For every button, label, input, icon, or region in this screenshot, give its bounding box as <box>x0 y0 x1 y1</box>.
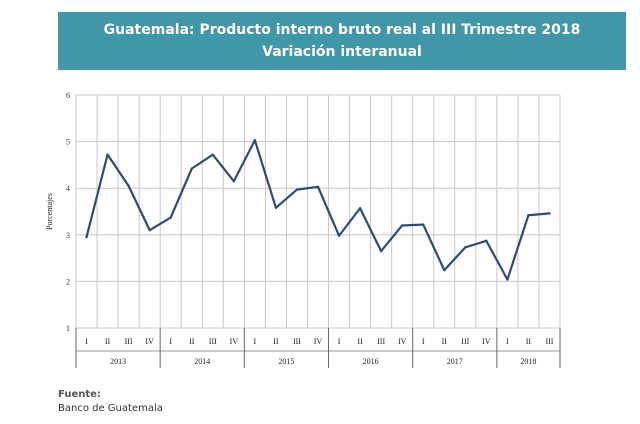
x-tick-label-quarter: II <box>105 337 111 346</box>
data-point <box>148 228 151 232</box>
source-label: Fuente: <box>58 389 101 400</box>
x-tick-label-quarter: II <box>526 337 532 346</box>
x-tick-label-quarter: II <box>273 337 279 346</box>
data-point <box>506 278 509 281</box>
data-point <box>211 153 214 156</box>
x-tick-label-quarter: I <box>422 337 425 346</box>
x-tick-label-quarter: III <box>209 337 217 346</box>
y-tick-label: 1 <box>66 324 70 333</box>
x-tick-label-quarter: I <box>338 337 341 346</box>
data-point <box>190 167 193 170</box>
x-tick-label-quarter: I <box>169 337 172 346</box>
x-tick-label-quarter: II <box>357 337 363 346</box>
y-tick-label: 4 <box>66 184 70 193</box>
x-tick-label-year: 2013 <box>110 357 126 366</box>
data-point <box>253 139 257 142</box>
data-point <box>464 246 467 249</box>
x-tick-label-year: 2017 <box>447 357 463 366</box>
y-tick-label: 3 <box>66 231 70 240</box>
x-tick-label-quarter: I <box>254 337 257 346</box>
x-tick-label-quarter: IV <box>314 337 323 346</box>
x-tick-label-quarter: IV <box>145 337 154 346</box>
x-tick-label-year: 2015 <box>278 357 294 366</box>
x-tick-label-year: 2014 <box>194 357 210 366</box>
data-point <box>485 239 488 243</box>
x-tick-label-quarter: I <box>506 337 509 346</box>
y-axis-label: Porcentajes <box>45 193 54 230</box>
chart-title: Guatemala: Producto interno bruto real a… <box>103 22 581 38</box>
x-tick-label-quarter: II <box>189 337 195 346</box>
data-point <box>400 224 404 227</box>
data-point <box>527 214 530 217</box>
x-tick-label-quarter: IV <box>398 337 407 346</box>
data-point <box>127 184 130 188</box>
data-point <box>422 223 425 226</box>
data-point <box>106 153 109 156</box>
source-text: Banco de Guatemala <box>58 403 163 414</box>
y-tick-label: 5 <box>66 138 70 147</box>
x-tick-label-quarter: III <box>125 337 133 346</box>
series-line <box>85 139 550 281</box>
x-tick-label-quarter: I <box>85 337 88 346</box>
y-tick-label: 2 <box>66 277 70 286</box>
data-point <box>169 216 172 219</box>
source-note: Fuente: Banco de Guatemala <box>58 388 163 416</box>
x-tick-label-quarter: III <box>377 337 385 346</box>
chart-title-banner: Guatemala: Producto interno bruto real a… <box>58 12 626 70</box>
data-point <box>316 185 320 189</box>
data-point <box>274 206 278 209</box>
chart-subtitle: Variación interanual <box>262 44 422 60</box>
data-point <box>443 269 446 272</box>
x-tick-label-year: 2018 <box>520 357 536 366</box>
data-point <box>379 249 383 253</box>
x-tick-label-quarter: III <box>293 337 301 346</box>
x-tick-label-year: 2016 <box>363 357 379 366</box>
x-tick-label-quarter: IV <box>482 337 491 346</box>
data-point <box>337 234 341 237</box>
x-tick-label-quarter: III <box>461 337 469 346</box>
x-tick-label-quarter: IV <box>230 337 239 346</box>
y-tick-label: 6 <box>66 91 70 100</box>
line-chart: 1 2 3 4 5 6 I II III IV I II III IV I II III IV I II III IV I I… <box>40 84 596 380</box>
data-point <box>85 235 88 239</box>
data-point <box>232 180 236 183</box>
data-point <box>548 212 551 215</box>
x-tick-label-quarter: III <box>545 337 553 346</box>
x-tick-label-quarter: II <box>442 337 448 346</box>
data-point <box>358 207 362 210</box>
data-point <box>295 188 299 191</box>
